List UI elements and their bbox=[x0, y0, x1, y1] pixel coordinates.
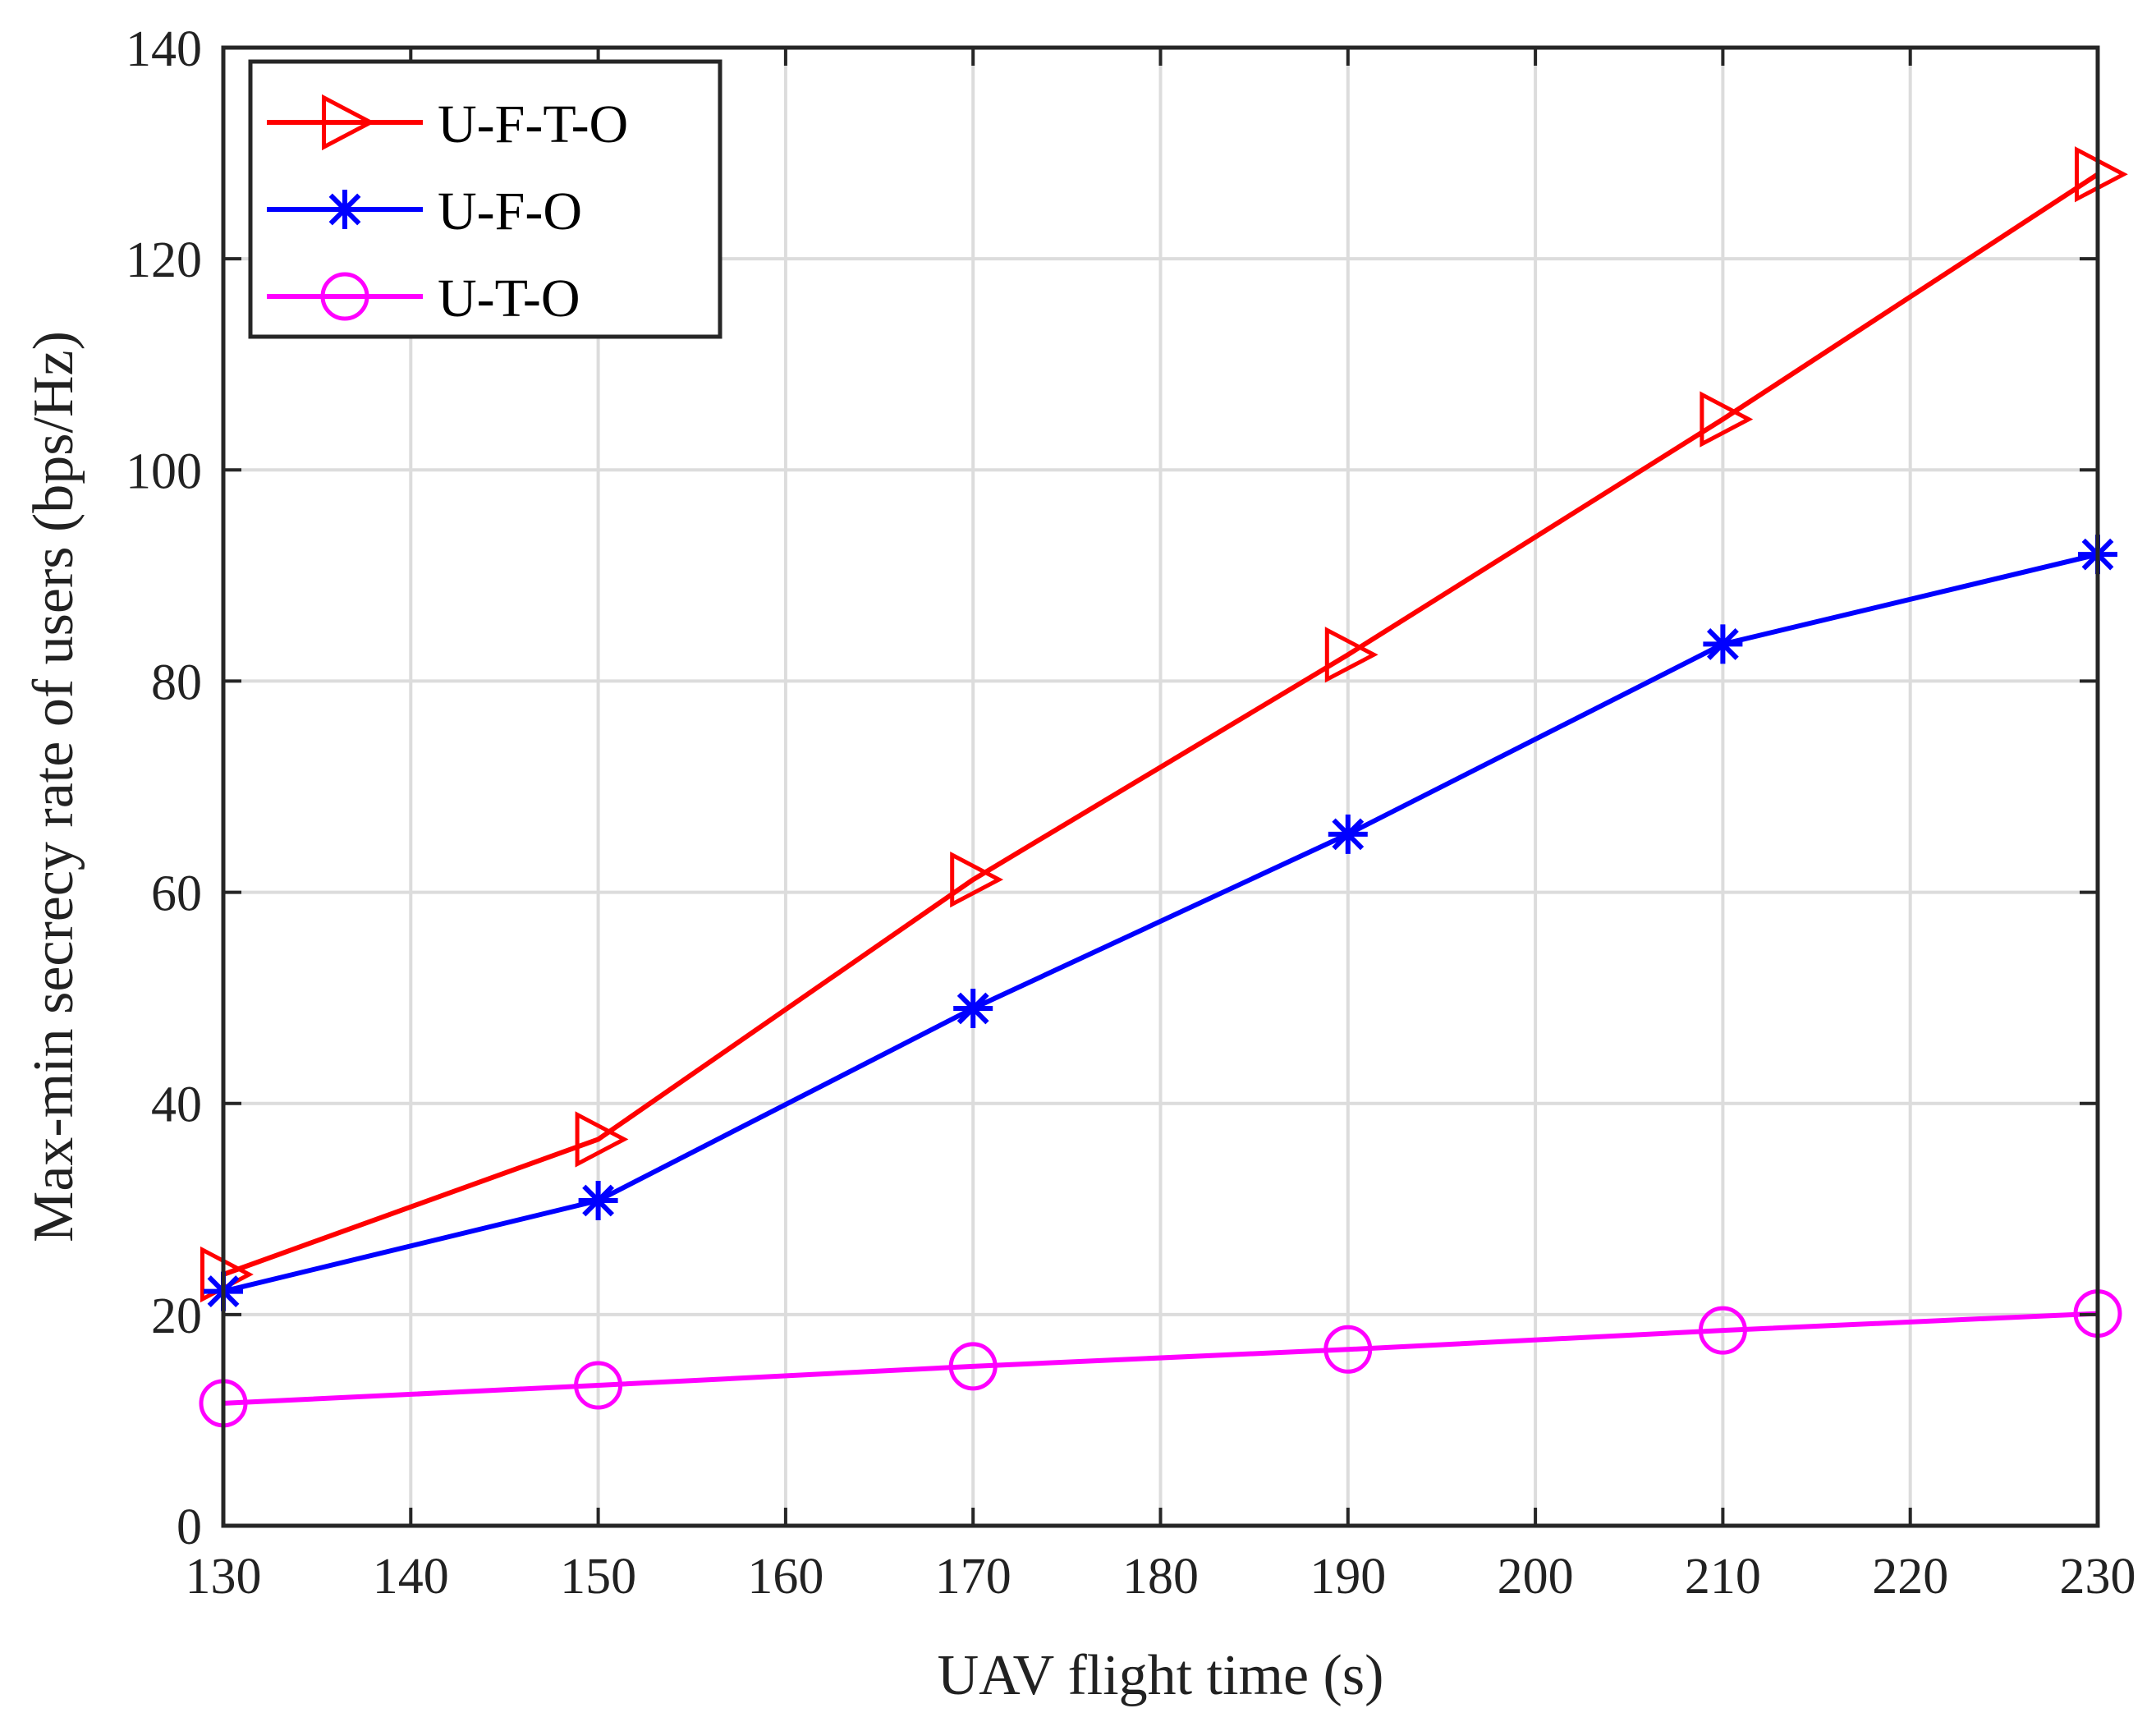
x-tick-label: 190 bbox=[1310, 1549, 1386, 1605]
legend-box bbox=[248, 59, 722, 339]
x-tick-label: 170 bbox=[935, 1549, 1011, 1605]
ticks: 130 140 150 160 170 180 190 200 210 220 230 0 20 40 60… bbox=[126, 21, 2136, 1605]
x-axis-title: UAV flight time (s) bbox=[938, 1644, 1384, 1707]
series-line-u-t-o bbox=[222, 1311, 2099, 1406]
legend-label: U-F-T-O bbox=[438, 94, 628, 154]
data-point-u-t-o bbox=[948, 1342, 998, 1391]
y-tick-label: 60 bbox=[151, 866, 202, 922]
legend-label: U-F-O bbox=[438, 181, 582, 241]
y-tick-label: 120 bbox=[126, 232, 202, 288]
data-point-u-f-o bbox=[1328, 814, 1368, 854]
y-tick-label: 0 bbox=[177, 1499, 202, 1555]
data-point-u-f-o bbox=[578, 1181, 618, 1220]
data-point-u-t-o bbox=[1698, 1306, 1747, 1355]
legend-entries: U-F-T-O U-F-O U-T-O bbox=[267, 94, 628, 328]
x-tick-label: 160 bbox=[747, 1549, 823, 1605]
x-tick-label: 150 bbox=[560, 1549, 636, 1605]
legend: U-F-T-O U-F-O U-T-O bbox=[248, 59, 722, 339]
data-point-u-f-t-o bbox=[575, 1111, 629, 1168]
y-tick-label: 40 bbox=[151, 1077, 202, 1133]
x-tick-label: 180 bbox=[1122, 1549, 1199, 1605]
legend-marker bbox=[320, 272, 369, 321]
series-line-u-f-t-o bbox=[222, 172, 2099, 1277]
x-tick-label: 230 bbox=[2060, 1549, 2136, 1605]
legend-entry: U-F-T-O bbox=[267, 94, 628, 154]
data-point-u-f-t-o bbox=[1324, 627, 1378, 683]
x-tick-label: 130 bbox=[186, 1549, 262, 1605]
data-point-u-f-o bbox=[953, 989, 993, 1028]
x-tick-label: 200 bbox=[1498, 1549, 1574, 1605]
legend-entry: U-F-O bbox=[267, 181, 582, 241]
y-tick-label: 20 bbox=[151, 1288, 202, 1344]
series-lines bbox=[222, 172, 2099, 1406]
data-point-u-f-t-o bbox=[2075, 146, 2128, 203]
data-point-u-f-t-o bbox=[950, 852, 1004, 908]
data-point-u-f-o bbox=[1703, 624, 1743, 664]
legend-marker bbox=[325, 190, 365, 229]
data-point-u-t-o bbox=[1323, 1325, 1373, 1374]
y-axis-title: Max-min secrecy rate of users (bps/Hz) bbox=[22, 331, 85, 1242]
data-point-u-f-t-o bbox=[1700, 391, 1754, 448]
y-tick-label: 100 bbox=[126, 443, 202, 499]
series-line-u-f-o bbox=[222, 552, 2099, 1294]
x-tick-label: 220 bbox=[1872, 1549, 1948, 1605]
legend-label: U-T-O bbox=[438, 269, 580, 328]
x-tick-label: 210 bbox=[1685, 1549, 1761, 1605]
legend-entry: U-T-O bbox=[267, 269, 580, 328]
y-tick-label: 140 bbox=[126, 21, 202, 77]
y-tick-label: 80 bbox=[151, 654, 202, 710]
data-point-u-t-o bbox=[574, 1361, 623, 1410]
x-tick-label: 140 bbox=[373, 1549, 449, 1605]
series-markers bbox=[199, 146, 2128, 1428]
legend-marker bbox=[322, 94, 375, 151]
